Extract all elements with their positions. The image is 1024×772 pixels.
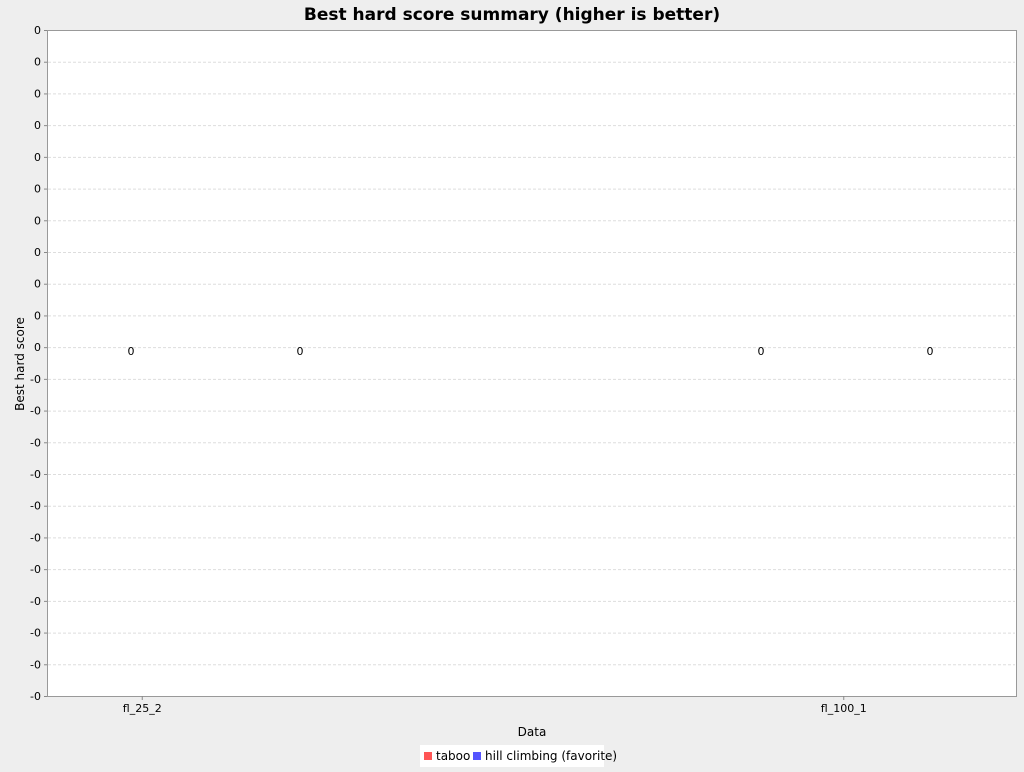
y-tick-label: 0	[34, 24, 41, 37]
y-tick-label: -0	[30, 658, 41, 671]
legend-label-hill-climbing: hill climbing (favorite)	[485, 749, 617, 763]
bar-value-label: 0	[758, 345, 765, 358]
y-tick-label: 0	[34, 56, 41, 69]
bar-value-label: 0	[927, 345, 934, 358]
y-tick-label: 0	[34, 214, 41, 227]
legend-swatch-taboo	[424, 752, 432, 760]
bar-value-label: 0	[128, 345, 135, 358]
legend-swatch-hill-climbing	[473, 752, 481, 760]
y-tick-label: -0	[30, 531, 41, 544]
x-tick-label: fl_100_1	[821, 702, 867, 715]
y-tick-label: -0	[30, 690, 41, 703]
y-tick-label: -0	[30, 405, 41, 418]
bar-value-label: 0	[297, 345, 304, 358]
y-tick-label: 0	[34, 87, 41, 100]
plot-area	[47, 30, 1017, 697]
y-tick-label: 0	[34, 151, 41, 164]
y-tick-label: 0	[34, 341, 41, 354]
x-axis-label: Data	[518, 725, 547, 739]
y-tick-label: 0	[34, 119, 41, 132]
x-tick-label: fl_25_2	[123, 702, 162, 715]
legend-label-taboo: taboo	[436, 749, 470, 763]
grid-lines	[48, 61, 1015, 666]
y-axis-ticks: 0 0 0 0 0 0 0 0 0 0 0 -0 -0 -0 -0 -0 -0 -0 -0 -0 -0 -0	[30, 24, 47, 703]
y-tick-label: -0	[30, 373, 41, 386]
y-axis-label: Best hard score	[13, 317, 27, 411]
y-tick-label: 0	[34, 309, 41, 322]
y-tick-label: 0	[34, 246, 41, 259]
y-tick-label: 0	[34, 278, 41, 291]
y-tick-label: 0	[34, 183, 41, 196]
y-tick-label: -0	[30, 468, 41, 481]
legend-box	[420, 745, 604, 767]
legend: taboo hill climbing (favorite)	[420, 745, 617, 767]
y-tick-label: -0	[30, 436, 41, 449]
y-tick-label: -0	[30, 563, 41, 576]
chart-title: Best hard score summary (higher is bette…	[304, 5, 720, 25]
y-tick-label: -0	[30, 595, 41, 608]
x-axis-ticks: fl_25_2 fl_100_1	[123, 696, 867, 715]
bar-value-labels: 0 0 0 0	[128, 345, 934, 358]
y-tick-label: -0	[30, 627, 41, 640]
y-tick-label: -0	[30, 500, 41, 513]
